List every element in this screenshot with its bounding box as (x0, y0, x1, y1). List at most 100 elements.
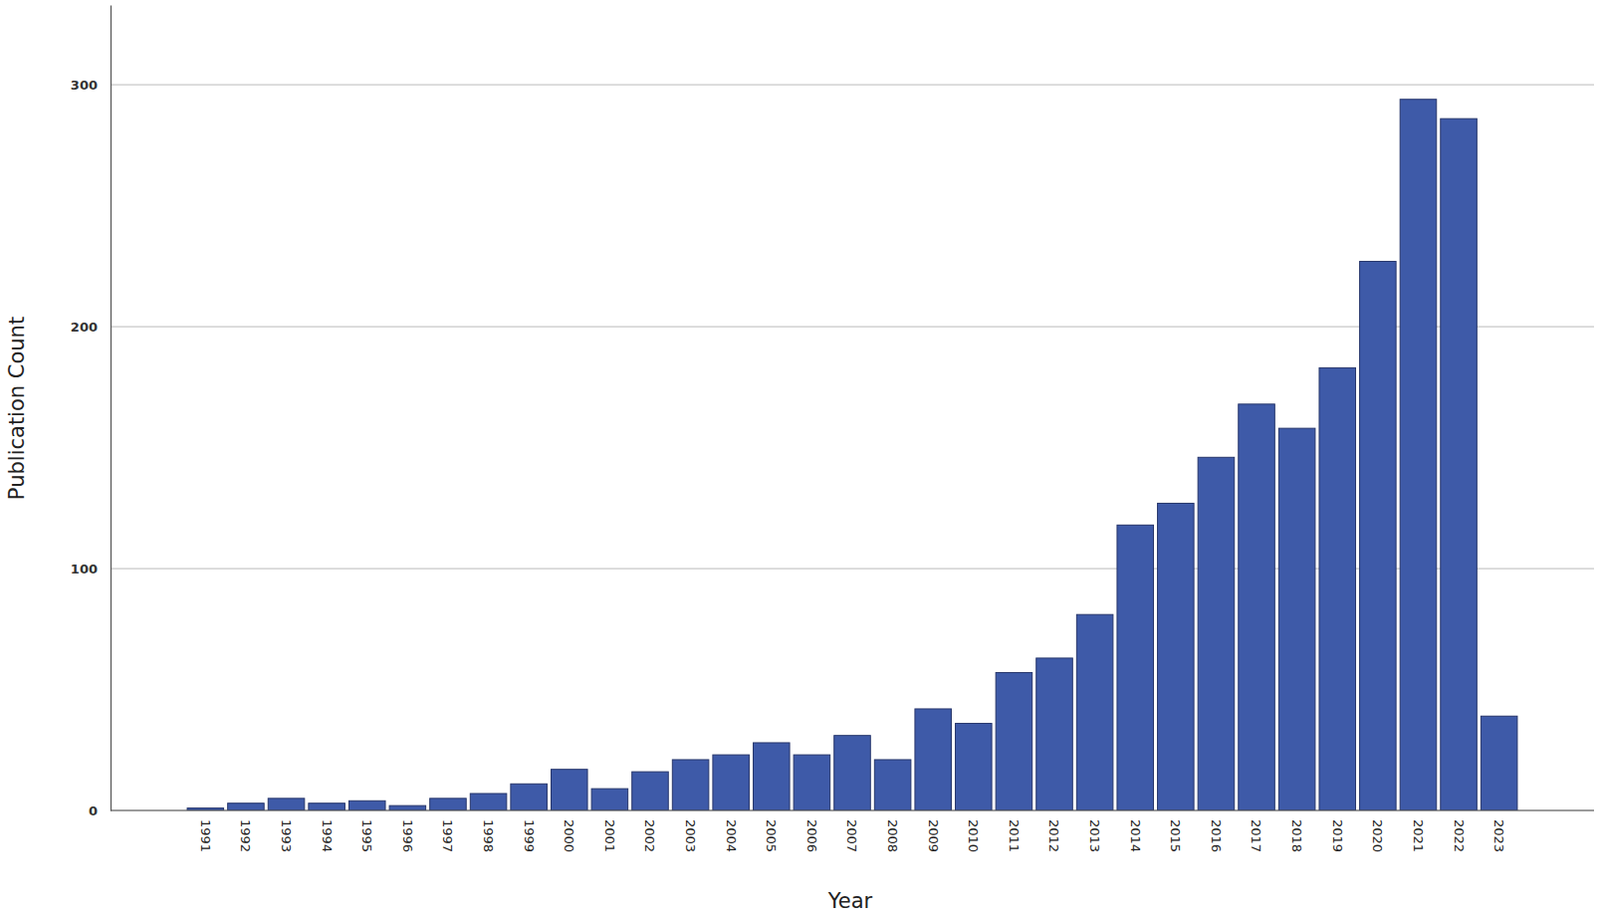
x-tick: 2016 (1208, 810, 1224, 853)
x-tick-label: 2009 (925, 819, 941, 853)
bar (1278, 428, 1316, 811)
y-axis: 0 100 200 300 (70, 5, 112, 819)
x-tick-label: 2010 (965, 819, 981, 853)
bar (1238, 404, 1276, 811)
x-tick-label: 2001 (602, 819, 618, 853)
x-tick: 2013 (1087, 810, 1103, 853)
x-tick: 2006 (804, 810, 820, 853)
x-tick-label: 2006 (804, 819, 820, 853)
bar (591, 788, 629, 811)
bar (1319, 367, 1357, 811)
bar (1480, 715, 1518, 811)
grid-line (110, 84, 1595, 86)
bar (1197, 457, 1235, 811)
bar (267, 798, 305, 811)
x-tick: 1997 (440, 810, 456, 853)
bar (793, 754, 831, 811)
x-tick-label: 2018 (1289, 819, 1305, 853)
x-tick-label: 2005 (763, 819, 779, 853)
bar (1157, 502, 1195, 811)
x-tick: 1994 (319, 810, 335, 853)
bar (510, 783, 548, 811)
x-tick: 2012 (1046, 810, 1062, 853)
bar (955, 723, 993, 811)
x-tick: 2011 (1006, 810, 1022, 853)
x-tick-label: 1993 (278, 819, 294, 853)
x-tick-label: 2023 (1491, 819, 1507, 853)
x-axis-title: Year (827, 889, 874, 914)
x-tick: 1993 (278, 810, 294, 853)
bar (1036, 658, 1074, 811)
y-tick-label: 0 (88, 803, 98, 819)
x-tick: 2000 (561, 810, 577, 853)
x-tick-label: 2021 (1410, 819, 1426, 853)
x-tick: 1991 (198, 810, 214, 853)
bar (1399, 99, 1437, 811)
bar (1360, 261, 1397, 811)
x-tick: 2019 (1330, 810, 1346, 853)
grid (110, 84, 1595, 811)
x-tick: 2014 (1128, 810, 1143, 853)
x-tick: 2023 (1491, 810, 1507, 853)
x-tick-label: 2012 (1046, 819, 1062, 853)
x-tick: 2021 (1410, 810, 1426, 853)
x-tick: 1999 (521, 810, 537, 853)
bar (834, 735, 872, 811)
x-tick: 1998 (480, 810, 496, 853)
y-tick: 300 (70, 77, 111, 93)
bar (550, 769, 588, 811)
x-tick-label: 1991 (198, 819, 214, 853)
x-tick: 2004 (723, 810, 739, 853)
x-tick: 2003 (683, 810, 698, 853)
x-tick-label: 2002 (642, 819, 658, 853)
y-tick: 100 (70, 561, 111, 577)
x-tick: 1996 (400, 810, 416, 853)
bar (632, 771, 670, 811)
x-tick: 2015 (1167, 810, 1183, 853)
bars (187, 99, 1518, 811)
x-tick: 2009 (925, 810, 941, 853)
bar (469, 793, 507, 811)
grid-line (110, 809, 1595, 811)
x-tick: 1995 (359, 810, 375, 853)
bar (874, 759, 912, 811)
x-tick: 2002 (642, 810, 658, 853)
x-tick-label: 2004 (723, 819, 739, 853)
x-tick-label: 2011 (1006, 819, 1022, 853)
x-tick: 2008 (885, 810, 901, 853)
x-tick-label: 2020 (1370, 819, 1385, 853)
bar (672, 759, 709, 811)
x-tick: 2017 (1248, 810, 1264, 853)
x-tick-label: 2013 (1087, 819, 1103, 853)
y-tick: 200 (70, 319, 111, 335)
x-axis-line (110, 809, 1595, 811)
x-tick-label: 2022 (1451, 819, 1467, 853)
x-tick: 2018 (1289, 810, 1305, 853)
x-tick: 2022 (1451, 810, 1467, 853)
x-tick: 1992 (237, 810, 253, 853)
x-tick-label: 2019 (1330, 819, 1346, 853)
x-tick-label: 2007 (844, 819, 860, 853)
x-tick: 2010 (965, 810, 981, 853)
bar (1440, 118, 1478, 811)
x-axis: 1991 1992 1993 1994 1995 1996 1997 1998 1999 2000… (110, 810, 1595, 853)
x-tick-label: 2016 (1208, 819, 1224, 853)
x-tick: 2001 (602, 810, 618, 853)
bar (753, 742, 791, 811)
x-tick: 2020 (1370, 810, 1385, 853)
bar (995, 673, 1033, 811)
x-tick-label: 1996 (400, 819, 416, 853)
x-tick-label: 2008 (885, 819, 901, 853)
y-axis-title: Publication Count (4, 316, 29, 500)
x-tick-label: 1999 (521, 819, 537, 853)
y-tick-label: 100 (70, 561, 98, 577)
bar (430, 798, 467, 811)
x-tick-label: 2017 (1248, 819, 1264, 853)
y-tick: 0 (88, 803, 111, 819)
x-tick-label: 1992 (237, 819, 253, 853)
x-tick-label: 1998 (480, 819, 496, 853)
bar (1076, 614, 1114, 811)
x-tick-label: 2003 (683, 819, 698, 853)
x-tick-label: 2014 (1128, 819, 1143, 853)
bar (712, 754, 750, 811)
